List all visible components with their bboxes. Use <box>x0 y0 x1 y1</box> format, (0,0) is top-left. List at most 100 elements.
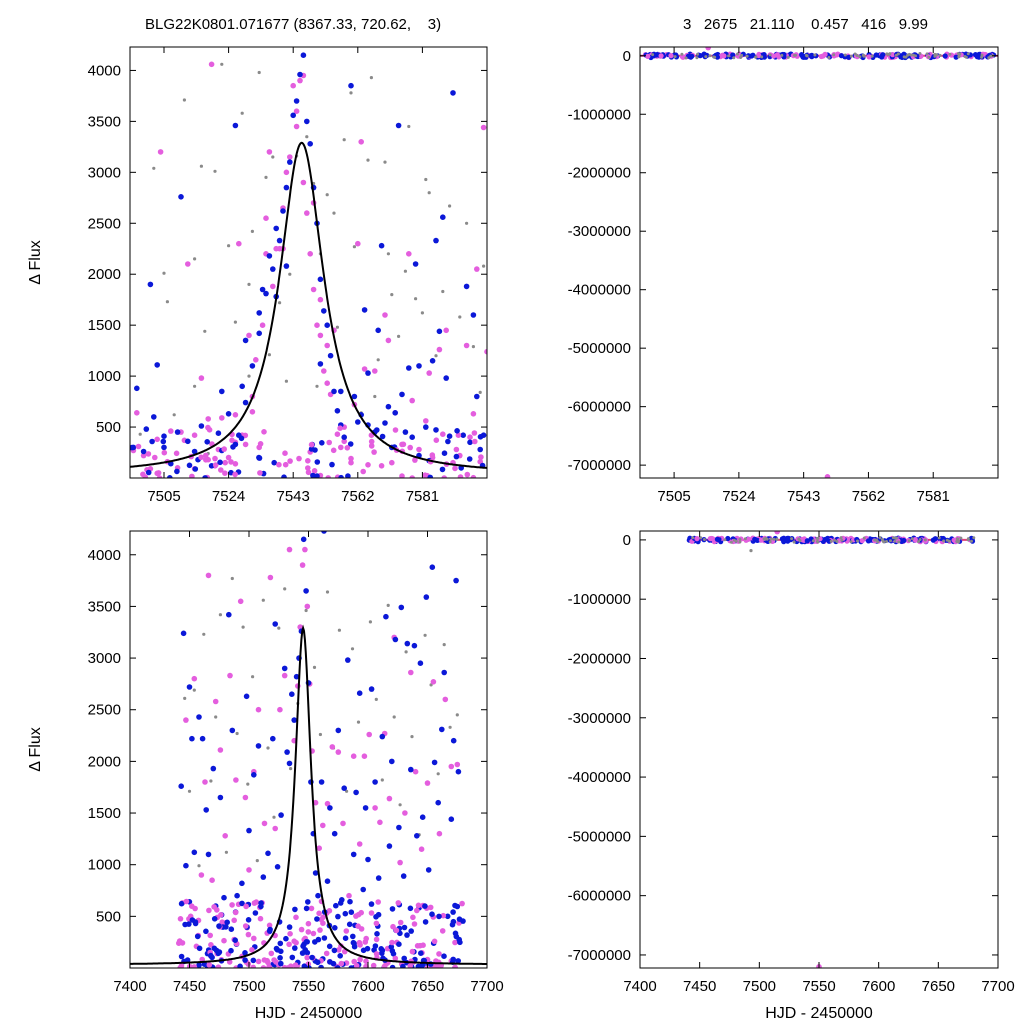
blue-point <box>203 928 209 935</box>
blue-point <box>879 53 885 59</box>
magenta-point <box>357 942 363 948</box>
magenta-point <box>205 572 212 579</box>
magenta-point <box>249 409 256 415</box>
magenta-point <box>209 877 215 883</box>
magenta-point <box>296 455 302 462</box>
magenta-point <box>243 903 249 910</box>
blue-point <box>232 122 239 129</box>
magenta-point <box>198 454 204 461</box>
blue-point <box>441 953 447 959</box>
panel-top-right: 7505 7524 7543 7562 7581 0 -1000000 -2000000 -30… <box>568 46 999 505</box>
x-tick-label: 7543 <box>277 488 310 505</box>
magenta-point <box>407 963 413 968</box>
panel-bottom-left: 7400 7450 7500 7550 7600 7650 7700 500 1000 1500 2… <box>27 530 504 1022</box>
magenta-point <box>822 51 828 58</box>
blue-point <box>382 420 388 426</box>
blue-point <box>305 899 311 905</box>
magenta-point <box>355 923 361 929</box>
magenta-point <box>287 931 293 937</box>
plot-area-top-right <box>640 47 998 478</box>
magenta-point <box>212 698 219 705</box>
magenta-point <box>321 368 327 374</box>
magenta-point <box>470 411 477 417</box>
gray-point <box>835 540 839 543</box>
gray-point <box>754 55 758 59</box>
gray-point <box>695 56 699 60</box>
magenta-point <box>300 179 307 186</box>
blue-point <box>378 242 385 249</box>
x-tick-label: 7581 <box>406 488 439 505</box>
blue-point <box>318 779 325 785</box>
blue-point <box>192 466 199 472</box>
magenta-point <box>261 429 267 435</box>
magenta-point <box>389 459 395 466</box>
panel-bottom-right: 7400 7450 7500 7550 7600 7650 7700 0 -1000000 -20… <box>568 530 1015 1022</box>
gray-point <box>448 725 452 729</box>
magenta-point <box>363 963 369 968</box>
blue-point <box>319 440 325 446</box>
blue-point <box>901 51 907 57</box>
gray-point <box>736 52 739 56</box>
magenta-point <box>205 416 211 422</box>
blue-point <box>230 444 236 450</box>
outlier-point <box>774 531 780 535</box>
magenta-point <box>390 923 396 930</box>
gray-point <box>804 53 808 57</box>
gray-point <box>209 779 213 783</box>
magenta-point <box>378 463 385 469</box>
blue-point <box>714 54 721 60</box>
magenta-point <box>441 475 447 478</box>
magenta-point <box>337 425 343 432</box>
magenta-point <box>286 546 293 553</box>
magenta-point <box>365 462 371 468</box>
magenta-point <box>409 475 415 478</box>
blue-point <box>145 469 152 476</box>
magenta-point <box>645 53 651 60</box>
magenta-point <box>377 819 383 826</box>
blue-point <box>232 937 238 943</box>
magenta-point <box>326 908 333 914</box>
blue-point <box>360 886 367 893</box>
blue-point <box>416 363 422 369</box>
gray-point <box>938 53 942 57</box>
magenta-point <box>406 251 412 257</box>
blue-point <box>274 947 281 953</box>
magenta-point <box>232 412 239 418</box>
gray-point <box>414 297 418 301</box>
magenta-point <box>178 963 185 968</box>
blue-point <box>196 714 202 720</box>
blue-point <box>360 947 367 954</box>
y-tick-label: -5000000 <box>568 340 631 357</box>
magenta-point <box>668 53 674 59</box>
blue-point <box>337 953 344 959</box>
blue-point <box>327 805 333 811</box>
blue-point <box>318 964 324 968</box>
gray-point <box>966 52 970 56</box>
blue-point <box>395 122 402 129</box>
magenta-point <box>395 900 402 906</box>
gray-point <box>849 54 853 58</box>
gray-point <box>760 55 764 59</box>
magenta-point <box>154 436 160 443</box>
gray-point <box>465 221 469 225</box>
gray-point <box>458 315 462 319</box>
magenta-point <box>409 397 416 404</box>
blue-point <box>401 924 408 931</box>
blue-point <box>215 950 222 957</box>
gray-point <box>380 778 384 782</box>
blue-point <box>280 208 286 214</box>
magenta-point <box>448 763 455 770</box>
blue-point <box>865 538 872 544</box>
blue-point <box>463 283 470 290</box>
blue-point <box>455 958 462 964</box>
magenta-point <box>323 950 330 957</box>
magenta-point <box>212 462 219 468</box>
gray-point <box>732 56 736 60</box>
gray-point <box>272 815 276 819</box>
blue-point <box>406 365 412 371</box>
blue-point <box>228 926 235 932</box>
gray-point <box>793 53 796 57</box>
blue-point <box>399 391 405 398</box>
blue-point <box>321 308 327 314</box>
